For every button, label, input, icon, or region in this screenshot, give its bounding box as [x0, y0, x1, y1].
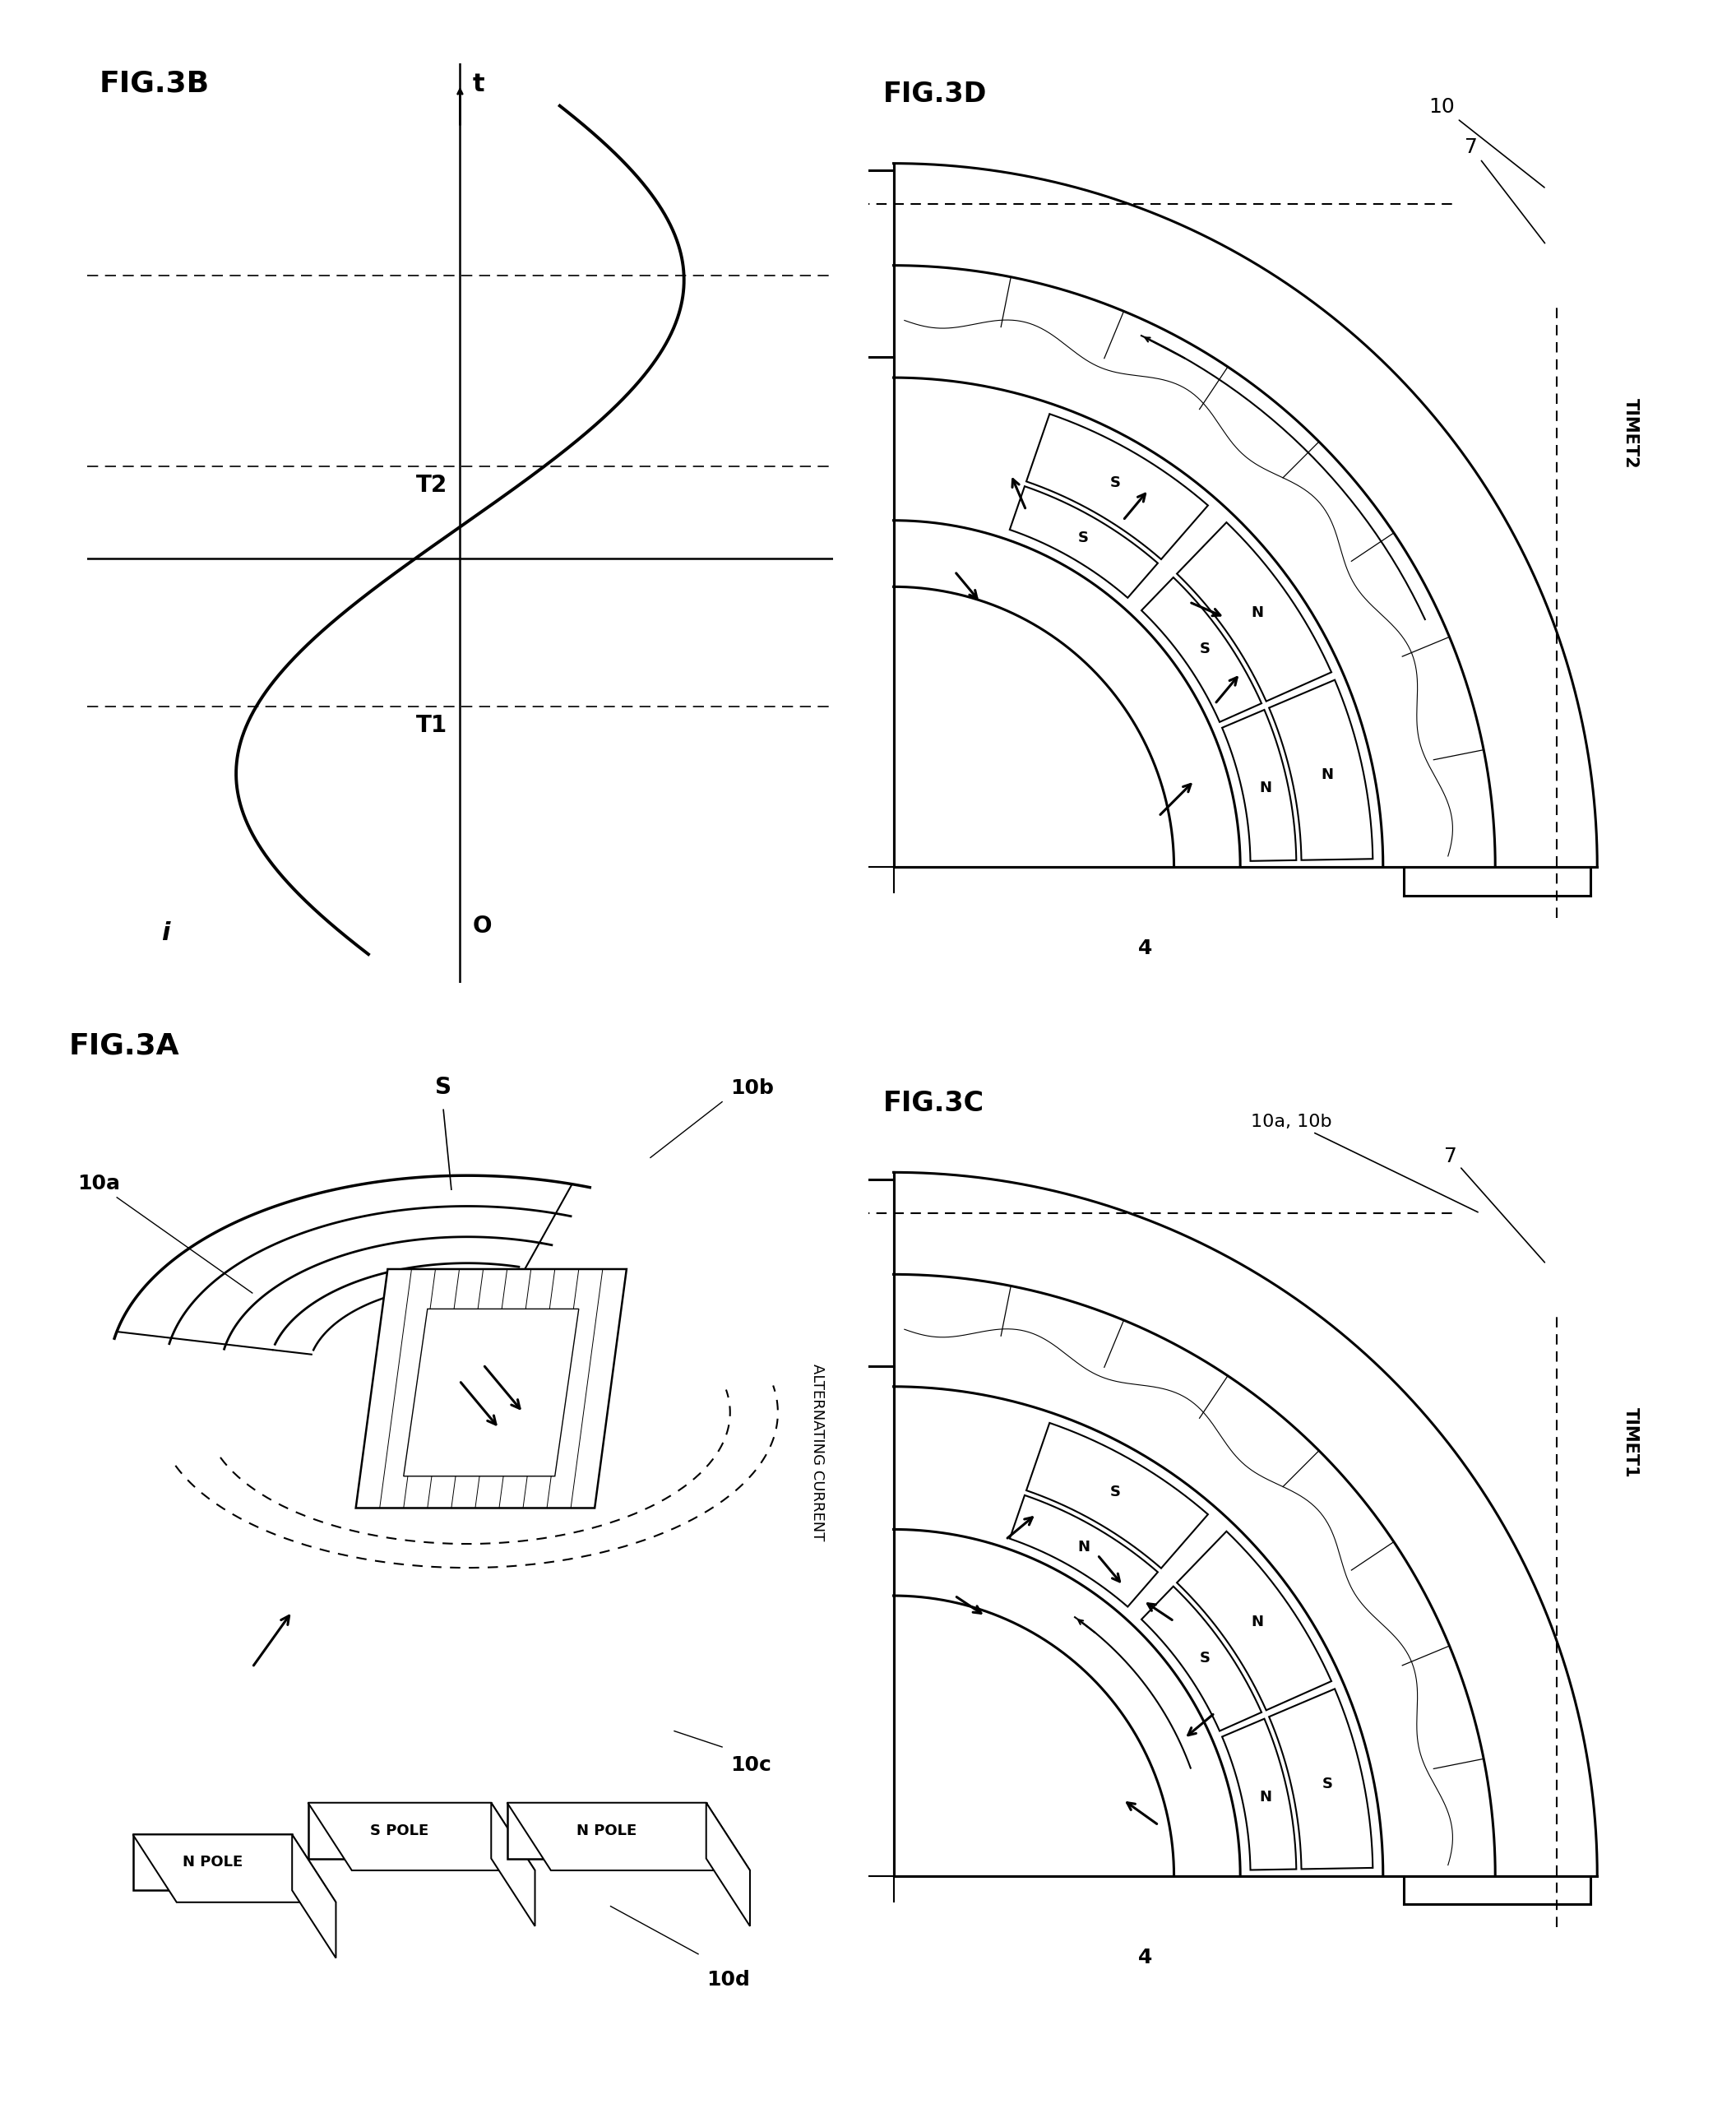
Text: O: O [472, 915, 491, 938]
Text: 10a, 10b: 10a, 10b [1250, 1114, 1477, 1213]
Text: TIMET1: TIMET1 [1623, 1407, 1639, 1477]
Polygon shape [134, 1834, 292, 1891]
Text: 10a: 10a [76, 1175, 120, 1194]
Text: FIG.3A: FIG.3A [69, 1031, 181, 1061]
Text: FIG.3C: FIG.3C [884, 1090, 984, 1118]
Text: S: S [1078, 530, 1088, 545]
Text: S: S [1200, 642, 1210, 657]
Text: ALTERNATING CURRENT: ALTERNATING CURRENT [809, 1363, 825, 1540]
Text: T1: T1 [417, 714, 448, 737]
Text: N: N [1250, 604, 1264, 619]
Text: S: S [1323, 1777, 1333, 1792]
Text: S: S [1200, 1650, 1210, 1665]
Polygon shape [1142, 1587, 1262, 1731]
Polygon shape [507, 1802, 707, 1859]
Polygon shape [1010, 1496, 1158, 1606]
Text: N POLE: N POLE [576, 1824, 637, 1838]
Polygon shape [707, 1802, 750, 1927]
Text: 10: 10 [1429, 97, 1545, 188]
Text: N: N [1250, 1614, 1264, 1629]
Polygon shape [491, 1802, 535, 1927]
Polygon shape [1142, 577, 1262, 723]
Text: 7: 7 [1444, 1147, 1545, 1261]
Text: 10c: 10c [731, 1756, 771, 1775]
Text: S: S [1109, 475, 1121, 490]
Polygon shape [307, 1802, 491, 1859]
Text: T2: T2 [417, 473, 448, 497]
Text: 7: 7 [1465, 137, 1545, 243]
Polygon shape [403, 1308, 578, 1477]
Text: N: N [1078, 1540, 1090, 1555]
Polygon shape [1177, 522, 1332, 702]
Polygon shape [1026, 1422, 1208, 1568]
Text: N: N [1259, 782, 1271, 797]
Text: S POLE: S POLE [370, 1824, 429, 1838]
Polygon shape [1177, 1532, 1332, 1709]
Text: S: S [436, 1076, 451, 1099]
Polygon shape [1269, 1688, 1373, 1870]
Polygon shape [1222, 710, 1297, 860]
Polygon shape [1010, 486, 1158, 598]
Polygon shape [507, 1802, 750, 1870]
Text: TIMET2: TIMET2 [1623, 399, 1639, 469]
Polygon shape [1222, 1718, 1297, 1870]
Polygon shape [307, 1802, 535, 1870]
Text: S: S [1109, 1485, 1121, 1500]
Text: N: N [1321, 767, 1333, 782]
Text: N: N [1259, 1790, 1271, 1805]
Polygon shape [1269, 680, 1373, 860]
Text: t: t [472, 72, 484, 97]
Text: 10d: 10d [707, 1969, 750, 1990]
Polygon shape [292, 1834, 335, 1959]
Text: 10b: 10b [731, 1078, 774, 1099]
Polygon shape [356, 1270, 627, 1509]
Text: N POLE: N POLE [182, 1855, 243, 1870]
Text: FIG.3B: FIG.3B [99, 70, 210, 97]
Text: i: i [161, 921, 170, 945]
Polygon shape [1026, 414, 1208, 560]
Polygon shape [134, 1834, 335, 1902]
Text: 4: 4 [1139, 1948, 1153, 1967]
Text: FIG.3D: FIG.3D [884, 80, 988, 108]
Text: 4: 4 [1139, 938, 1153, 957]
